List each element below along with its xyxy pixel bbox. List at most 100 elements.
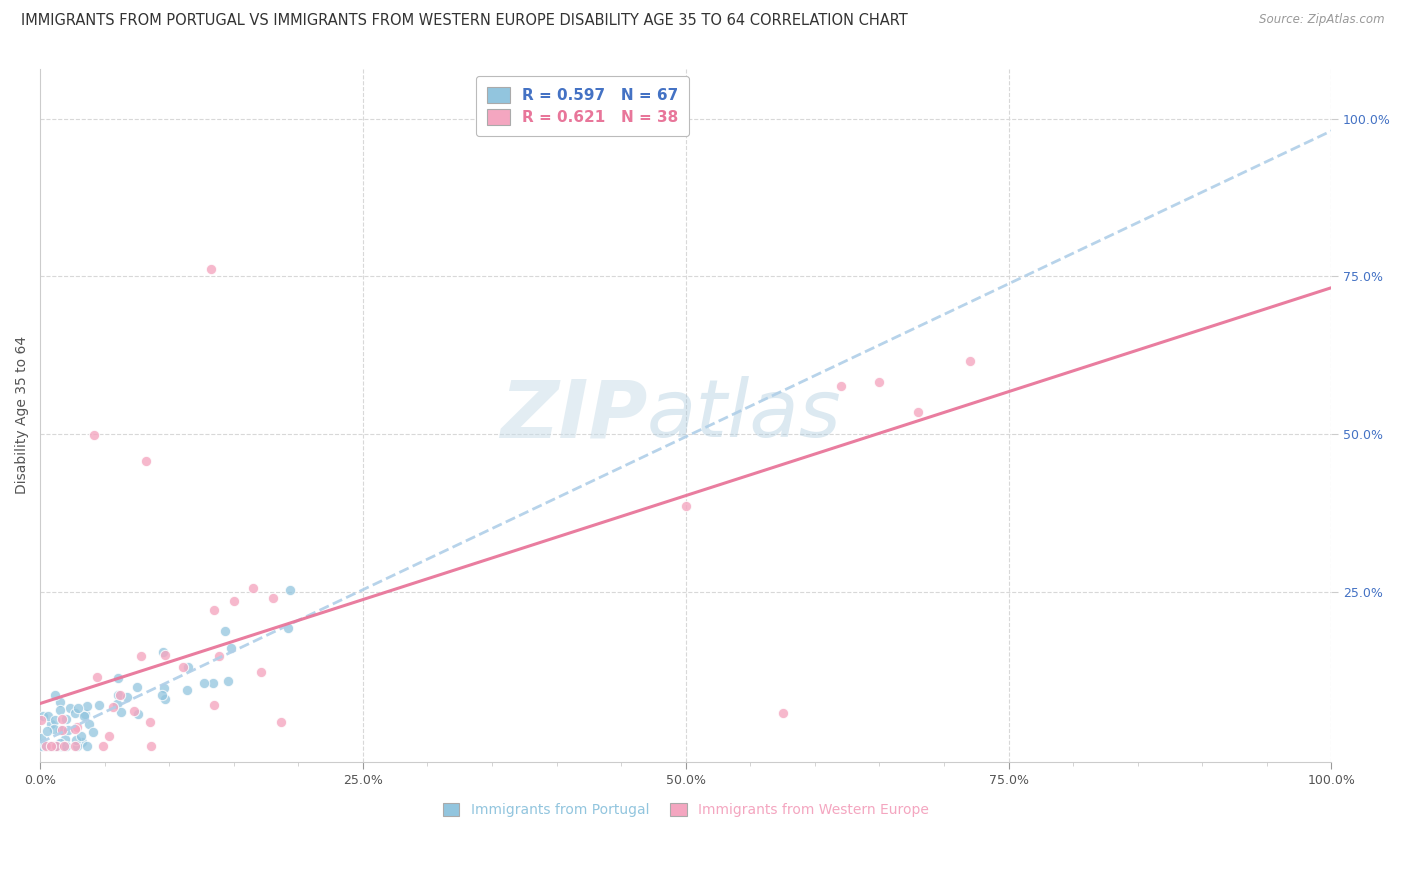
Point [127,706,149,721]
Point [107,689,129,703]
Point [37,709,59,723]
Point [135,453,157,467]
Point [39,717,62,731]
Point [86,669,108,683]
Point [44,723,66,737]
Point [108,689,131,703]
Point [153,692,176,706]
Point [152,645,174,659]
Point [53,731,76,746]
Point [51,712,73,726]
Point [278,582,301,597]
Point [63,722,86,736]
Point [65,720,87,734]
Point [204,603,226,617]
Point [55,739,77,753]
Point [63,739,86,753]
Point [105,697,128,711]
Point [51,723,73,737]
Point [59,701,82,715]
Point [242,582,264,596]
Point [49,739,72,753]
Point [262,591,284,605]
Point [51,739,73,753]
Point [87,698,110,713]
Point [48,738,70,752]
Point [39,739,62,753]
Point [91,739,114,753]
Text: ZIP: ZIP [499,376,647,454]
Point [222,594,245,608]
Point [959,354,981,368]
Point [39,739,62,753]
Point [49,723,72,738]
Point [73,709,96,723]
Point [46,739,69,753]
Point [830,378,852,392]
Point [44,713,66,727]
Point [49,736,72,750]
Point [122,704,145,718]
Point [172,660,194,674]
Point [52,739,75,753]
Point [45,739,67,753]
Point [98,730,121,744]
Point [70,735,93,749]
Point [675,499,697,513]
Point [56,723,79,738]
Point [48,703,70,717]
Point [77,717,100,731]
Point [65,733,87,747]
Point [177,660,200,674]
Point [53,739,76,753]
Point [217,674,239,689]
Point [48,695,70,709]
Point [277,621,299,635]
Point [907,405,929,419]
Point [200,261,222,276]
Point [76,739,98,753]
Point [51,739,73,753]
Point [107,671,129,685]
Point [38,739,60,753]
Text: atlas: atlas [647,376,842,454]
Point [31,737,53,751]
Point [31,739,53,753]
Point [37,739,59,753]
Point [868,375,890,389]
Text: Source: ZipAtlas.com: Source: ZipAtlas.com [1260,13,1385,27]
Point [76,699,98,714]
Point [44,739,66,753]
Point [125,680,148,694]
Point [110,705,132,719]
Point [67,701,90,715]
Point [141,739,163,753]
Point [193,676,215,690]
Point [115,690,138,705]
Point [41,739,63,753]
Point [150,688,173,702]
Point [45,739,67,753]
Point [82,724,104,739]
Point [204,698,226,713]
Point [34,738,56,752]
Point [214,624,236,639]
Point [219,640,242,655]
Point [44,688,66,702]
Point [30,713,52,727]
Point [250,665,273,679]
Point [35,723,58,738]
Point [66,739,89,753]
Point [30,731,52,745]
Point [70,729,93,743]
Point [208,649,231,664]
Point [39,739,62,753]
Point [153,648,176,662]
Point [176,682,198,697]
Point [202,676,225,690]
Point [31,709,53,723]
Point [153,681,176,695]
Point [129,649,152,664]
Point [51,739,73,753]
Point [101,699,124,714]
